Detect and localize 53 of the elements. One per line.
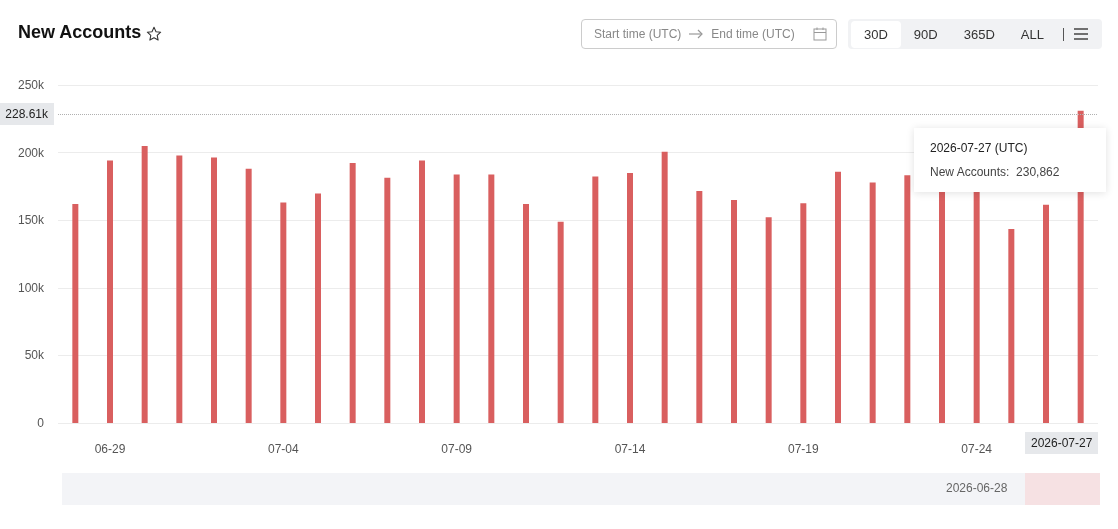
date-range-field: Start time (UTC) End time (UTC) bbox=[581, 19, 837, 49]
bar bbox=[904, 175, 911, 423]
bar bbox=[765, 217, 772, 423]
x-tick-label: 07-04 bbox=[267, 442, 299, 456]
bar bbox=[731, 199, 737, 423]
bar bbox=[523, 203, 529, 423]
bar bbox=[592, 176, 599, 423]
bar bbox=[107, 160, 113, 423]
bar bbox=[661, 151, 668, 423]
y-tick-label: 200k bbox=[17, 145, 45, 160]
text: 365D bbox=[962, 25, 996, 44]
bar bbox=[419, 160, 425, 423]
bar bbox=[453, 174, 460, 423]
bar bbox=[211, 157, 217, 423]
annotation: 2026-07-27 (UTC) bbox=[930, 140, 1029, 157]
bar bbox=[627, 172, 633, 423]
bar bbox=[349, 163, 356, 423]
bar bbox=[280, 202, 287, 423]
bar bbox=[835, 171, 841, 423]
bar bbox=[488, 174, 495, 423]
bar bbox=[176, 155, 183, 423]
y-tick-label: 250k bbox=[17, 78, 45, 92]
bar bbox=[1008, 229, 1015, 423]
bar bbox=[973, 191, 980, 423]
y-tick-label: 150k bbox=[17, 213, 45, 228]
bar bbox=[245, 168, 252, 423]
x-tick-label: 06-29 bbox=[94, 442, 126, 456]
bar bbox=[800, 203, 807, 423]
bar bbox=[72, 203, 79, 423]
x-tick-label: 07-19 bbox=[787, 442, 819, 456]
tooltip-box: 2026-07-27 (UTC) New Accounts: 230,862 bbox=[914, 128, 1106, 192]
ref-line-label: 228.61k bbox=[5, 106, 49, 121]
text: 90D bbox=[912, 25, 939, 44]
bar bbox=[557, 221, 564, 423]
x-tick-label: 07-14 bbox=[614, 442, 646, 456]
chart-title: New Accounts bbox=[18, 22, 142, 43]
y-tick-label: 100k bbox=[17, 280, 45, 295]
bar bbox=[384, 177, 391, 423]
bar bbox=[1043, 204, 1049, 423]
text: 30D bbox=[851, 20, 901, 48]
y-tick-label: 50k bbox=[24, 348, 45, 363]
bar bbox=[869, 182, 876, 423]
bar bbox=[315, 193, 321, 423]
x-tick-label: 07-09 bbox=[441, 442, 473, 456]
bar bbox=[141, 146, 148, 423]
y-tick-label: 0 bbox=[37, 416, 45, 430]
text: 2026-07-27 bbox=[1025, 432, 1099, 454]
bar bbox=[939, 191, 945, 423]
text: 2026-06-28 bbox=[946, 481, 1008, 495]
text: ALL bbox=[1019, 25, 1045, 44]
x-tick-label: 07-24 bbox=[961, 442, 993, 456]
bar bbox=[696, 191, 703, 423]
annotation: New Accounts: 230,862 bbox=[930, 164, 1061, 181]
